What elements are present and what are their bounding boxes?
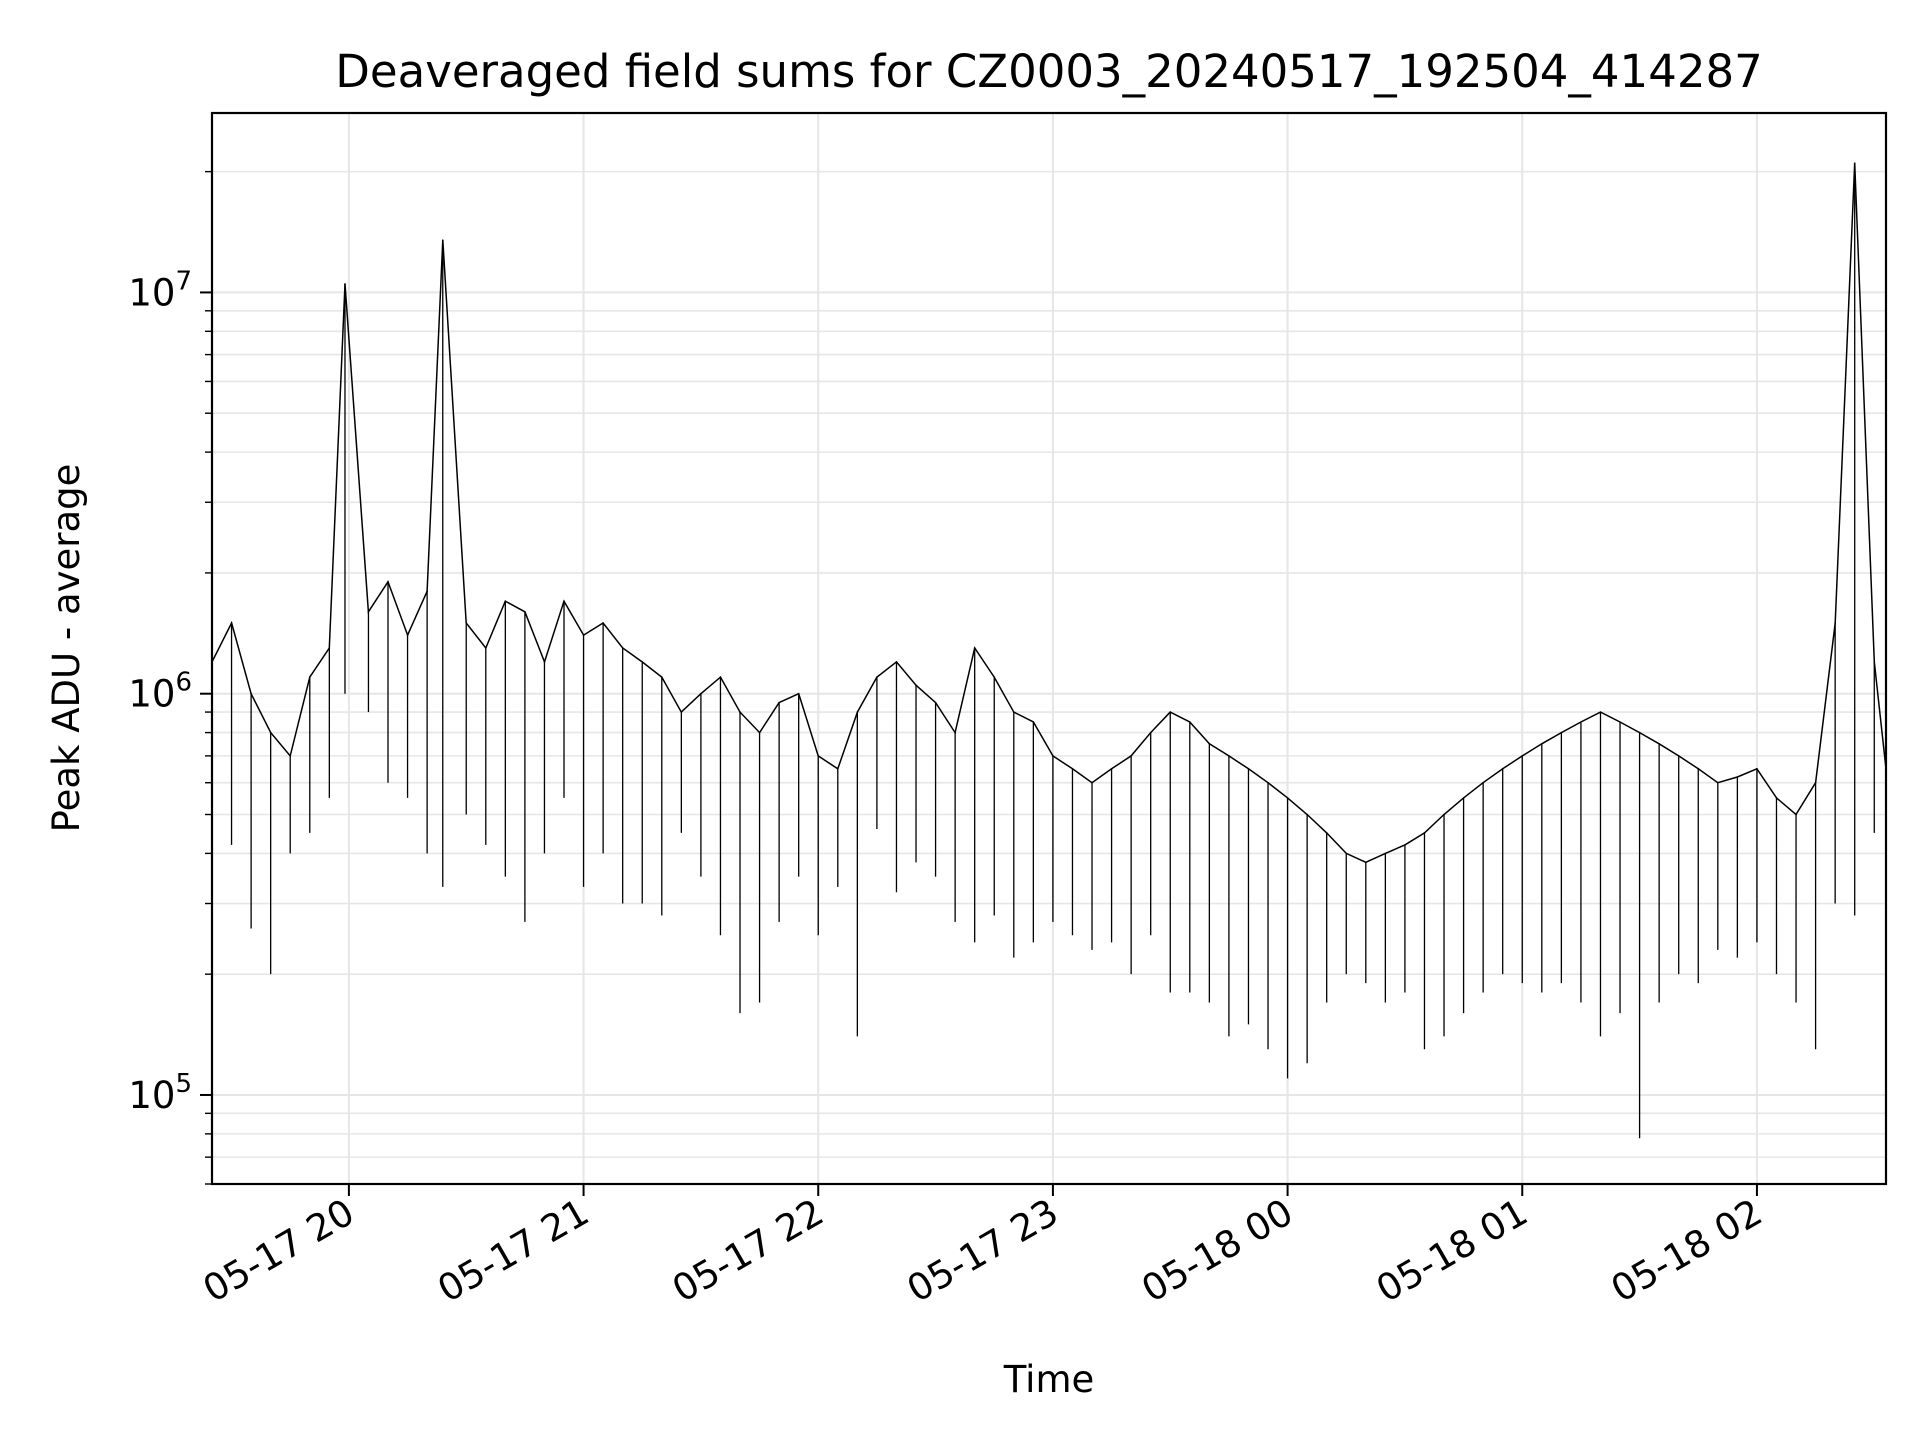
data-point	[1756, 767, 1758, 770]
data-point	[1443, 813, 1445, 816]
series-layer	[211, 162, 1887, 1139]
data-point	[269, 731, 272, 734]
data-point	[954, 731, 956, 734]
data-point	[504, 600, 507, 603]
data-point	[1169, 711, 1172, 713]
chart-title: Deaveraged field sums for CZ0003_2024051…	[335, 45, 1762, 98]
data-point	[387, 581, 389, 583]
data-point	[1110, 767, 1113, 770]
data-point	[1345, 852, 1348, 855]
grid	[212, 113, 1886, 1185]
data-point	[1717, 781, 1719, 784]
data-point	[1384, 852, 1387, 855]
data-point	[797, 692, 800, 695]
data-point	[367, 610, 370, 613]
data-point	[876, 676, 878, 678]
data-point	[344, 283, 346, 285]
data-point	[406, 634, 409, 636]
data-point	[1325, 832, 1328, 834]
y-tick-label: 105	[128, 1069, 192, 1117]
data-point	[856, 711, 859, 713]
data-point	[1580, 721, 1582, 723]
data-point	[1560, 731, 1563, 734]
data-point	[1071, 767, 1074, 770]
data-point	[1130, 755, 1132, 757]
data-point	[328, 647, 331, 649]
data-point	[836, 767, 839, 770]
data-point	[1267, 781, 1269, 784]
data-point	[1658, 743, 1660, 745]
data-point	[1228, 755, 1230, 757]
data-point	[1091, 781, 1093, 784]
data-point	[602, 622, 604, 624]
y-axis-label: Peak ADU - average	[45, 464, 88, 833]
data-point	[1541, 743, 1543, 745]
data-point	[1247, 767, 1250, 770]
data-point	[1599, 711, 1602, 713]
data-point	[1149, 731, 1152, 734]
data-point	[1306, 813, 1308, 816]
data-point	[641, 661, 644, 663]
data-point	[758, 731, 761, 734]
data-point	[289, 755, 292, 757]
data-point	[1404, 844, 1406, 846]
data-point	[1873, 661, 1876, 663]
data-point	[543, 661, 546, 663]
data-point	[1736, 776, 1739, 778]
data-point	[1795, 813, 1797, 816]
data-point	[621, 647, 624, 649]
data-point	[1052, 755, 1054, 757]
plot-frame	[210, 111, 1888, 1186]
data-point	[1521, 755, 1524, 757]
data-point	[739, 711, 741, 713]
data-point	[1012, 711, 1015, 713]
data-point	[1814, 781, 1817, 784]
data-point	[308, 676, 311, 678]
data-point	[1365, 861, 1367, 864]
data-point	[680, 711, 683, 713]
data-point	[1697, 767, 1700, 770]
data-point	[426, 590, 428, 593]
data-point	[1032, 721, 1035, 723]
data-point	[993, 676, 996, 678]
data-point	[250, 692, 252, 695]
y-tick-label: 106	[128, 668, 192, 716]
data-point	[1482, 781, 1484, 784]
data-point	[778, 701, 780, 704]
data-point	[1189, 721, 1191, 723]
x-axis-label: Time	[1003, 1358, 1095, 1401]
data-point	[915, 684, 917, 687]
data-point	[719, 676, 722, 678]
data-point	[1834, 622, 1836, 624]
data-point	[700, 692, 702, 695]
data-point	[895, 661, 898, 663]
data-point	[1501, 767, 1504, 770]
data-point	[441, 239, 444, 241]
data-point	[1462, 797, 1465, 799]
data-point	[1853, 162, 1856, 164]
data-point	[465, 622, 468, 624]
data-point	[484, 647, 487, 649]
data-point	[563, 600, 565, 603]
data-point	[817, 755, 820, 757]
data-point	[934, 701, 937, 704]
data-point	[1619, 721, 1621, 723]
data-point	[1638, 731, 1641, 734]
data-point	[524, 610, 526, 613]
data-point	[582, 634, 585, 636]
data-point	[1208, 743, 1211, 745]
data-point	[1775, 797, 1778, 799]
data-point	[973, 647, 976, 649]
data-point	[1677, 755, 1680, 757]
data-point	[1423, 832, 1426, 834]
data-point	[230, 622, 233, 624]
data-point	[1286, 797, 1289, 799]
data-point	[660, 676, 663, 678]
y-tick-label: 107	[128, 266, 192, 314]
